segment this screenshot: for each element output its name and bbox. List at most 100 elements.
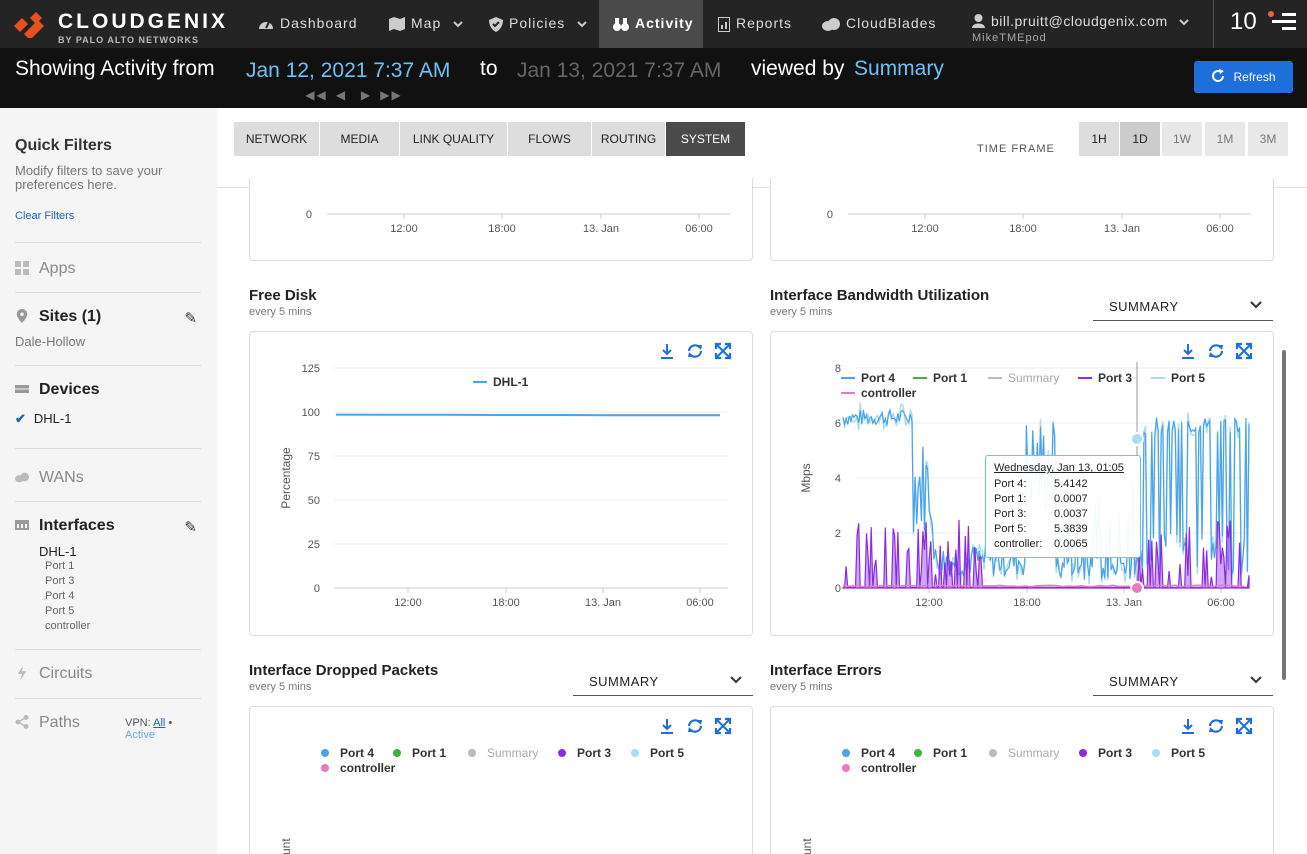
share-icon: [15, 715, 29, 729]
legend-label[interactable]: controller: [340, 761, 396, 775]
nav-activity[interactable]: Activity: [599, 0, 703, 48]
dropped-summary-select[interactable]: SUMMARY: [573, 668, 753, 696]
legend-label[interactable]: Port 1: [412, 746, 446, 760]
filter-wans[interactable]: WANs: [15, 468, 201, 488]
legend-label[interactable]: Port 5: [650, 746, 684, 760]
y-tick: 100: [302, 407, 320, 419]
timeframe-3m[interactable]: 3M: [1248, 122, 1288, 156]
tooltip-label: Port 3:: [994, 508, 1027, 520]
nav-cloudblades[interactable]: CloudBlades: [822, 0, 936, 48]
y-axis-title: unt: [279, 838, 293, 854]
dropped-select-value: SUMMARY: [589, 674, 659, 689]
x-tick: 18:00: [492, 597, 520, 609]
nav-map[interactable]: Map: [389, 0, 463, 48]
series-line-dhl-1[interactable]: [335, 413, 720, 417]
download-icon[interactable]: [658, 342, 676, 360]
nav-dashboard[interactable]: Dashboard: [258, 0, 358, 48]
errors-summary-select[interactable]: SUMMARY: [1093, 668, 1273, 696]
nav-policies[interactable]: Policies: [489, 0, 587, 48]
legend-label[interactable]: Port 3: [577, 746, 611, 760]
timeframe-1h[interactable]: 1H: [1079, 122, 1119, 156]
nav-reports[interactable]: Reports: [718, 0, 792, 48]
tab-media[interactable]: MEDIA: [320, 122, 399, 156]
legend-label[interactable]: Port 3: [1098, 371, 1132, 385]
refresh-icon[interactable]: [1207, 342, 1225, 360]
from-date[interactable]: Jan 12, 2021 7:37 AM: [246, 59, 451, 82]
filter-circuits[interactable]: Circuits: [15, 664, 201, 684]
chart-legend: Port 4 Port 1 Summary Port 3 Port 5 controlle…: [321, 746, 684, 775]
timeframe-1d[interactable]: 1D: [1120, 122, 1160, 156]
skip-back-icon[interactable]: ◀◀: [305, 88, 328, 102]
legend-label[interactable]: controller: [861, 386, 917, 400]
refresh-button[interactable]: Refresh: [1194, 61, 1293, 93]
free-disk-chart: 0 25 50 75 100 125 12:00 18:00 13. Jan 06:00 Perc…: [279, 363, 728, 609]
interface-port[interactable]: Port 4: [45, 590, 75, 602]
circuits-label: Circuits: [39, 665, 93, 682]
tab-flows[interactable]: FLOWS: [508, 122, 591, 156]
interface-port[interactable]: Port 5: [45, 605, 75, 617]
expand-icon[interactable]: [1235, 717, 1253, 735]
refresh-icon[interactable]: [686, 342, 704, 360]
bandwidth-summary-select[interactable]: SUMMARY: [1093, 293, 1273, 321]
vpn-active-link[interactable]: Active: [125, 729, 155, 741]
series-line-controller[interactable]: [842, 584, 1245, 588]
tab-routing[interactable]: ROUTING: [592, 122, 665, 156]
legend-label[interactable]: Port 4: [340, 746, 374, 760]
expand-icon[interactable]: [714, 342, 732, 360]
legend-label[interactable]: Port 4: [861, 371, 895, 385]
filter-sites[interactable]: Sites (1) ✎ Dale-Hollow: [15, 307, 201, 349]
interface-port[interactable]: Port 1: [45, 560, 75, 572]
interface-port[interactable]: Port 3: [45, 575, 75, 587]
series-line-port-3[interactable]: [842, 519, 1250, 589]
interface-port[interactable]: controller: [45, 620, 91, 632]
view-selector[interactable]: Summary: [854, 57, 944, 80]
clear-filters-link[interactable]: Clear Filters: [15, 210, 75, 222]
edit-sites-icon[interactable]: ✎: [184, 310, 197, 327]
timeframe-1w[interactable]: 1W: [1162, 122, 1202, 156]
legend-label[interactable]: Summary: [1008, 746, 1059, 760]
menu-icon[interactable]: [1272, 13, 1296, 34]
legend-label[interactable]: Port 4: [861, 746, 895, 760]
scrollbar[interactable]: [1282, 350, 1286, 680]
legend-label[interactable]: Summary: [487, 746, 538, 760]
step-forward-icon[interactable]: ▶: [360, 88, 373, 102]
filter-apps[interactable]: Apps: [15, 259, 201, 279]
chevron-down-icon: [1250, 676, 1262, 684]
refresh-icon[interactable]: [1207, 717, 1225, 735]
brand-name: CLOUDGENIX: [58, 10, 229, 33]
vpn-all-link[interactable]: All: [153, 717, 166, 729]
filter-paths[interactable]: Paths VPN: All • Active: [15, 713, 201, 741]
step-back-icon[interactable]: ◀: [335, 88, 348, 102]
refresh-icon[interactable]: [686, 717, 704, 735]
legend-label[interactable]: controller: [861, 761, 917, 775]
legend-label[interactable]: Port 3: [1098, 746, 1132, 760]
legend-label[interactable]: Port 1: [933, 371, 967, 385]
brand-logo[interactable]: CLOUDGENIX BY PALO ALTO NETWORKS: [14, 10, 234, 45]
filter-devices[interactable]: Devices ✔ DHL-1: [15, 380, 201, 427]
x-tick: 13. Jan: [583, 223, 619, 235]
legend-label[interactable]: Port 5: [1171, 746, 1205, 760]
timeframe-1m[interactable]: 1M: [1205, 122, 1245, 156]
tooltip-value: 5.4142: [1054, 478, 1088, 490]
tab-link-quality[interactable]: LINK QUALITY: [400, 122, 507, 156]
filter-interfaces[interactable]: Interfaces ✎ DHL-1 Port 1 Port 3 Port 4 …: [15, 516, 201, 634]
download-icon[interactable]: [1179, 717, 1197, 735]
edit-interfaces-icon[interactable]: ✎: [184, 519, 197, 536]
legend-label[interactable]: DHL-1: [493, 375, 529, 389]
skip-forward-icon[interactable]: ▶▶: [380, 88, 403, 102]
legend-label[interactable]: Port 1: [933, 746, 967, 760]
download-icon[interactable]: [1179, 342, 1197, 360]
expand-icon[interactable]: [1235, 342, 1253, 360]
tab-network[interactable]: NETWORK: [234, 122, 319, 156]
to-date[interactable]: Jan 13, 2021 7:37 AM: [517, 59, 722, 82]
download-icon[interactable]: [658, 717, 676, 735]
location-pin-icon: [16, 309, 28, 323]
legend-label[interactable]: Summary: [1008, 371, 1059, 385]
notification-count[interactable]: 10: [1230, 8, 1257, 35]
interface-errors-card: Port 4 Port 1 Summary Port 3 Port 5 controlle…: [770, 706, 1274, 854]
legend-label[interactable]: Port 5: [1171, 371, 1205, 385]
tab-system[interactable]: SYSTEM: [666, 122, 745, 156]
tooltip-value: 0.0037: [1054, 508, 1088, 520]
expand-icon[interactable]: [714, 717, 732, 735]
device-item[interactable]: ✔ DHL-1: [15, 411, 201, 427]
